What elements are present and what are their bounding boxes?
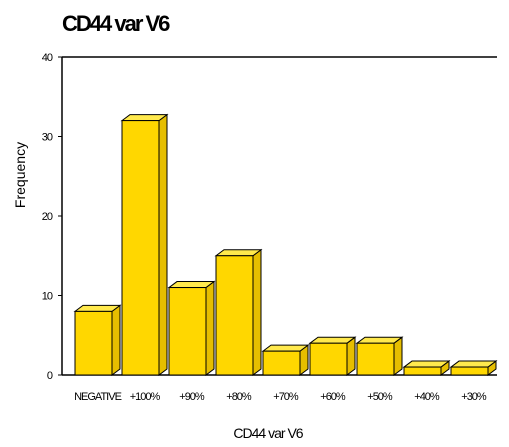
y-tick-labels: 0 10 20 30 40 [42, 52, 62, 382]
bar-side [252, 248, 262, 376]
y-tick-label: 20 [42, 211, 53, 223]
bar [214, 248, 263, 376]
bar [449, 360, 498, 376]
bar-front [168, 287, 207, 376]
bar-top [214, 249, 263, 257]
x-tick-label: +90% [179, 391, 205, 403]
bar-top [73, 304, 122, 312]
y-tick-label: 0 [47, 370, 53, 382]
y-tick-label: 30 [42, 132, 53, 144]
x-tick-label: +80% [226, 391, 252, 403]
bar-top [167, 281, 216, 289]
bars-group [73, 113, 498, 376]
bar-top [402, 360, 451, 368]
y-axis-label: Frequency [12, 142, 28, 208]
bar-front [121, 120, 160, 376]
bar [261, 344, 310, 376]
bar [120, 113, 169, 376]
bar-front [356, 342, 395, 376]
x-tick-label: +40% [414, 391, 440, 403]
x-tick-label: +100% [130, 391, 161, 403]
y-tick-label: 40 [42, 52, 53, 64]
bar-front [262, 350, 301, 376]
bar-front [450, 366, 489, 376]
bar [402, 360, 451, 376]
bar-top [449, 360, 498, 368]
bar-front [309, 342, 348, 376]
x-tick-label: +30% [461, 391, 487, 403]
bar [355, 336, 404, 376]
x-tick-label: +70% [273, 391, 299, 403]
bar-side [111, 304, 121, 376]
x-tick-label: +50% [367, 391, 393, 403]
x-tick-label: NEGATIVE [74, 391, 121, 403]
bar-side [205, 280, 215, 376]
bar-front [74, 310, 113, 376]
x-axis-label: CD44 var V6 [233, 425, 303, 441]
bar [73, 304, 122, 376]
bar-front [215, 255, 254, 376]
bar-top [120, 114, 169, 122]
bar-top [308, 336, 357, 344]
bar-top [261, 344, 310, 352]
bar-front [403, 366, 442, 376]
y-tick-label: 10 [42, 291, 53, 303]
bar-top [355, 336, 404, 344]
bar [167, 280, 216, 376]
bar-side [158, 113, 168, 376]
x-tick-labels: NEGATIVE +100% +90% +80% +70% +60% +50% +40% +30… [74, 391, 488, 403]
bar [308, 336, 357, 376]
chart-title: CD44 var V6 [62, 11, 170, 36]
x-tick-label: +60% [320, 391, 346, 403]
